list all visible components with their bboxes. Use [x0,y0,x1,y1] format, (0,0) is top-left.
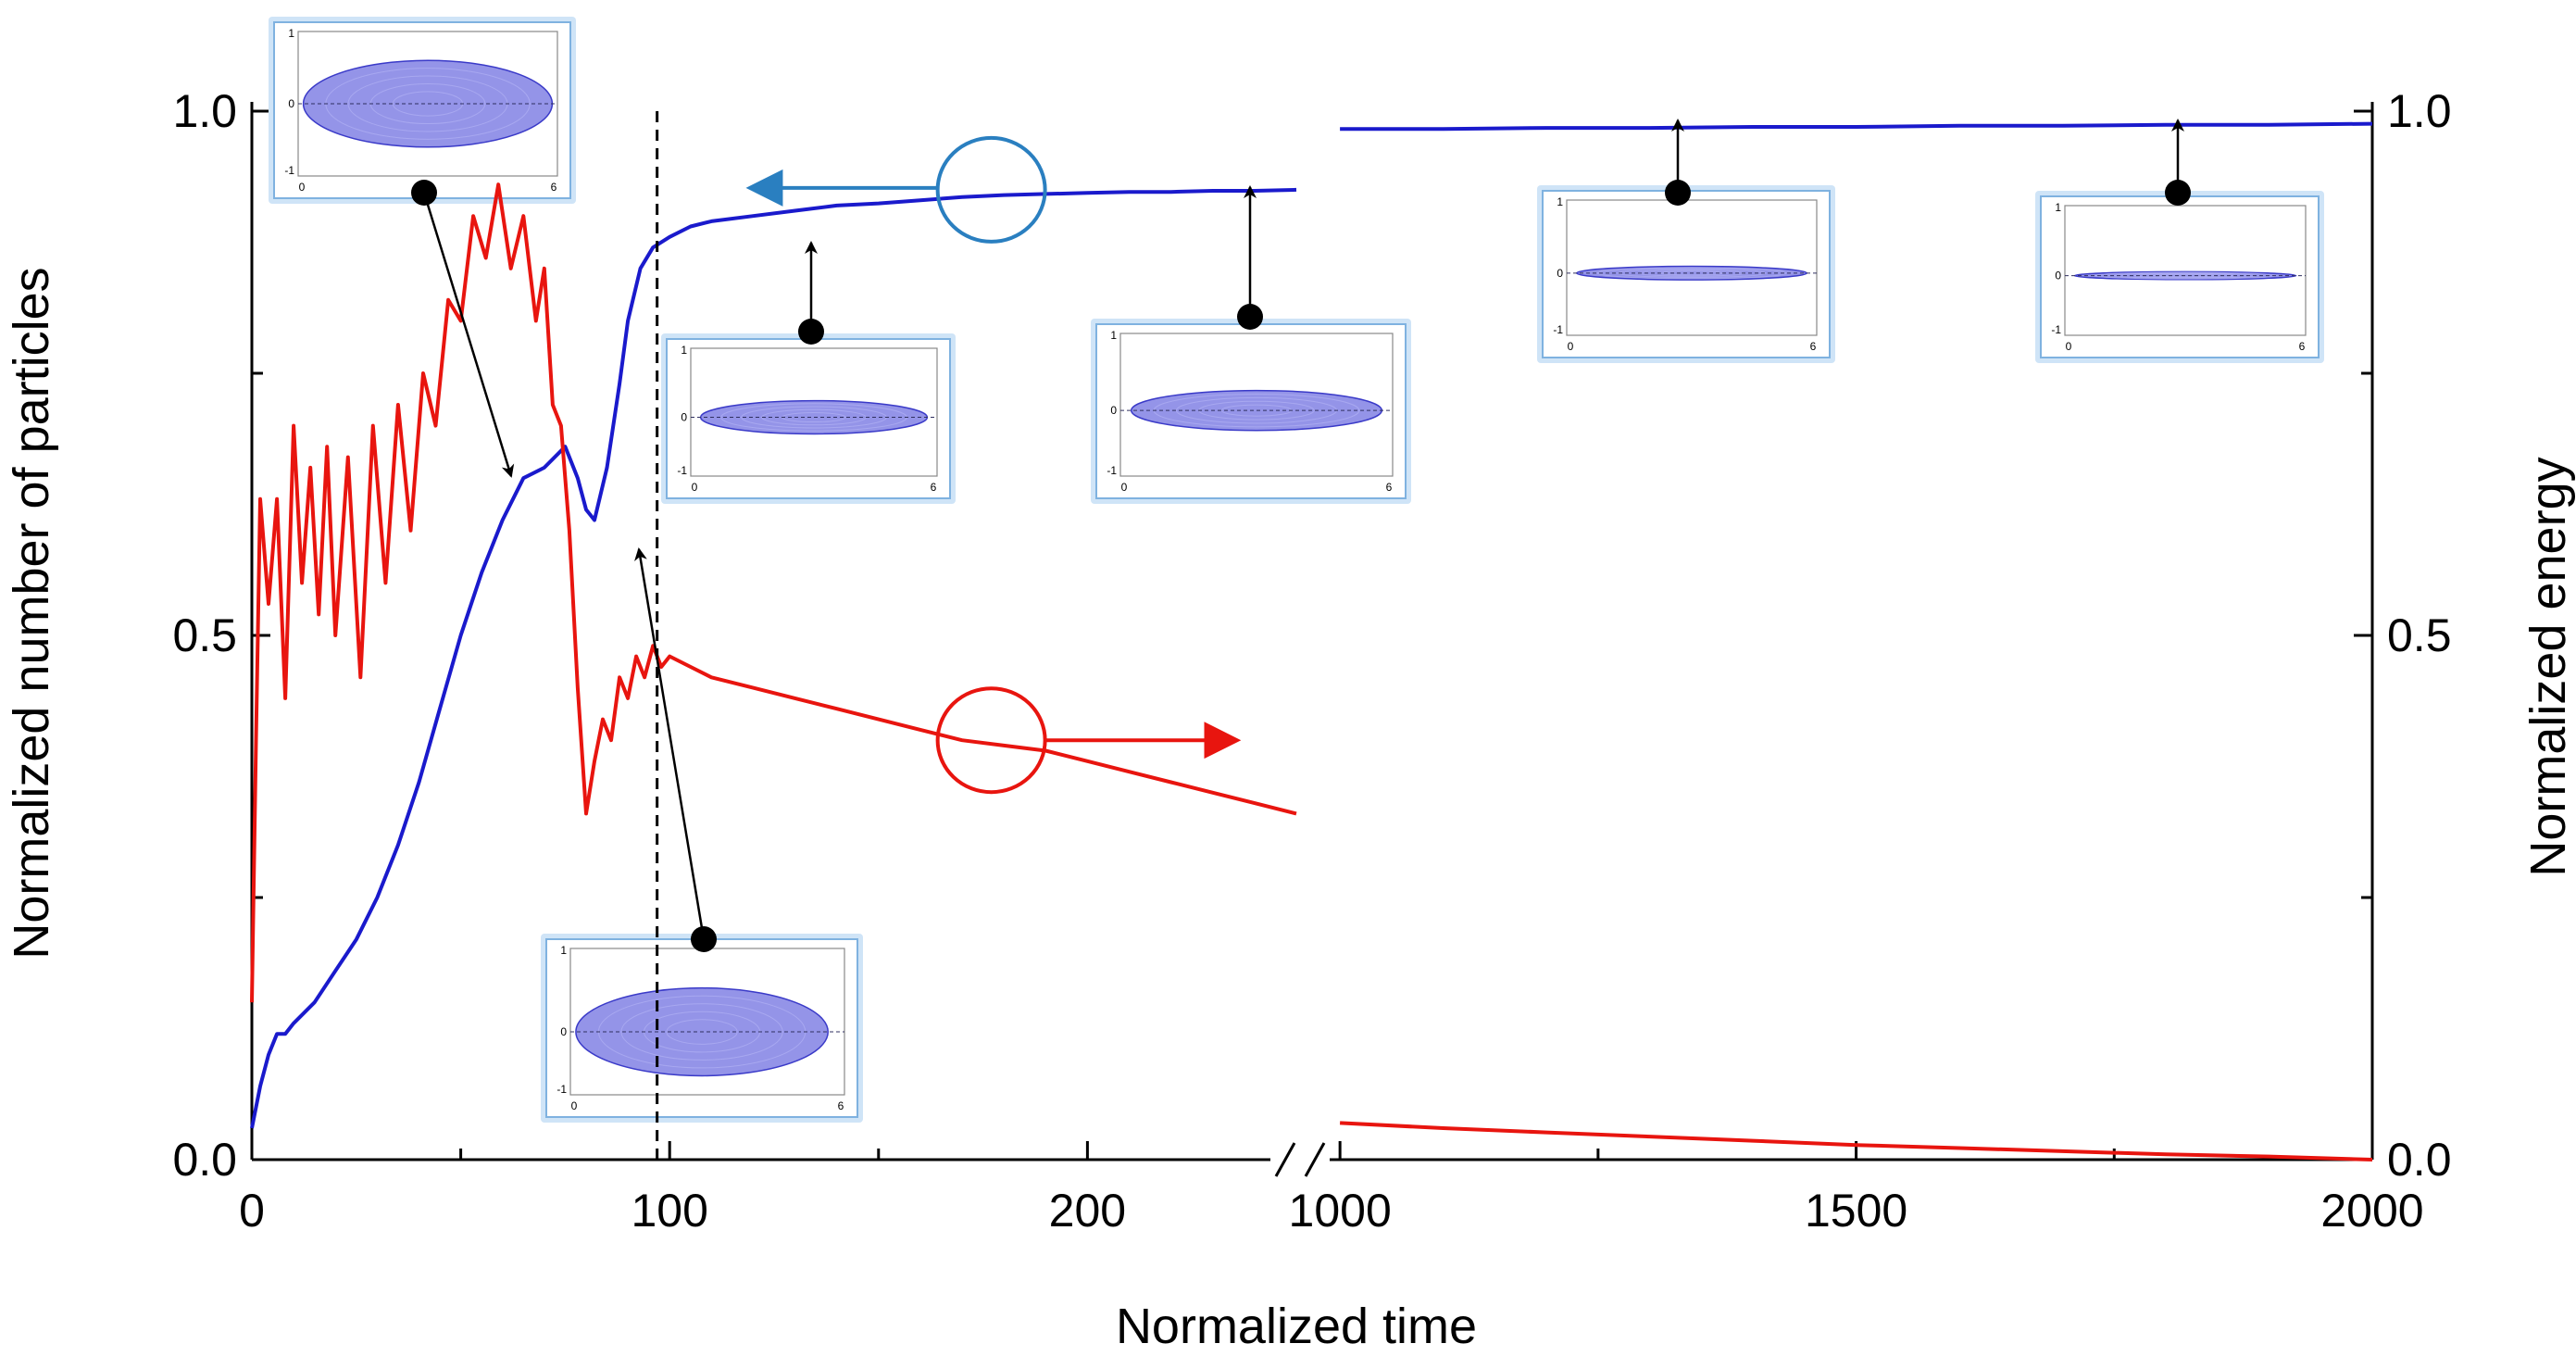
series-energy-segment2 [1339,1121,2373,1161]
inset-plot-box [1566,199,1818,336]
inset-2-arrow [634,547,706,940]
inset-2: 1 0 -1 0 6 [541,934,863,1123]
axis-break-mark [1274,1142,1296,1177]
inset-tick-label: 6 [2299,340,2306,353]
series [250,121,2373,1161]
inset-tick-label: -1 [284,164,294,177]
insets: 1 0 -1 0 6 1 0 -1 0 6 1 0 -1 0 6 1 0 -1 0 6 1 0 -1 0 6 1 0 -1 0 6 [269,17,2324,1123]
inset-plot-box [2064,205,2307,336]
inset-tick-label: -1 [1107,464,1117,477]
inset-tick-label: 1 [1557,195,1563,208]
series-particles-segment2 [1340,121,2373,132]
inset-tick-label: 1 [288,27,294,40]
inset-tick-label: 0 [560,1025,567,1038]
inset-3-dot [798,319,824,345]
inset-tick-label: 0 [288,97,294,110]
y-tick-label-right: 1.0 [2387,85,2452,137]
inset-tick-label: -1 [2051,323,2061,336]
inset-tick-label: 0 [2066,340,2072,353]
x-tick-label: 100 [631,1185,707,1237]
inset-contour [620,1003,783,1061]
inset-plot-box [690,347,938,477]
inset-tick-label: 0 [1121,481,1128,494]
inset-tick-label: 1 [1110,329,1117,342]
inset-tick-label: 0 [692,481,698,494]
inset-4: 1 0 -1 0 6 [1091,319,1411,504]
inset-tick-label: 0 [1568,340,1574,353]
inset-tick-label: -1 [1553,323,1563,336]
inset-tick-label: 1 [560,944,567,957]
annotations [411,111,2191,1160]
inset-tick-label: 0 [571,1099,578,1112]
blue-circle-marker [935,135,1047,244]
inset-6-dot [2165,180,2191,206]
y-axis-left-title: Normalized number of particles [4,267,59,959]
y-tick-label-right: 0.0 [2387,1134,2452,1186]
inset-tick-label: 6 [838,1099,844,1112]
inset-6: 1 0 -1 0 6 [2035,191,2324,363]
x-tick-label: 1000 [1289,1185,1392,1237]
inset-1-dot [411,180,437,206]
y-tick-label-left: 0.5 [172,609,237,661]
inset-tick-label: 6 [1386,481,1393,494]
x-tick-label: 2000 [2320,1185,2423,1237]
y-tick-label-left: 0.0 [172,1134,237,1186]
inset-tick-label: 0 [1110,404,1117,417]
inset-tick-label: -1 [677,464,687,477]
inset-2-dot [691,926,717,952]
x-axis-title: Normalized time [1116,1299,1477,1354]
inset-1: 1 0 -1 0 6 [269,17,576,204]
inset-plot-box [1119,333,1394,477]
inset-contour [1618,268,1766,279]
inset-tick-label: 0 [2055,270,2061,282]
series-energy-segment1 [250,182,1297,1003]
inset-contour [1596,267,1787,280]
x-tick-label: 200 [1049,1185,1126,1237]
red-circle-marker [935,686,1047,795]
inset-tick-label: 6 [1810,340,1817,353]
inset-tick-label: 0 [299,181,306,194]
inset-5: 1 0 -1 0 6 [1537,185,1835,363]
inset-tick-label: 1 [681,344,687,357]
inset-tick-label: 6 [931,481,937,494]
x-tick-label: 1500 [1805,1185,1907,1237]
series-particles-segment1 [250,187,1297,1129]
inset-contour [666,1019,738,1045]
inset-1-arrow [422,192,515,478]
inset-3: 1 0 -1 0 6 [661,333,956,504]
axes: 0.0 0.00.5 0.51.0 1.00 100 200 1000 1500 2000 [172,85,2451,1237]
inset-tick-label: -1 [556,1083,567,1096]
x-tick-label: 0 [239,1185,265,1237]
y-axis-right-title: Normalized energy [2520,457,2576,876]
y-tick-label-left: 1.0 [172,85,237,137]
inset-4-dot [1237,304,1263,330]
inset-5-dot [1665,180,1691,206]
y-tick-label-right: 0.5 [2387,609,2452,661]
inset-tick-label: 6 [551,181,557,194]
inset-tick-label: 1 [2055,201,2061,214]
inset-tick-label: 0 [681,411,687,424]
inset-tick-label: 0 [1557,267,1563,280]
axis-break-mark [1304,1142,1326,1177]
